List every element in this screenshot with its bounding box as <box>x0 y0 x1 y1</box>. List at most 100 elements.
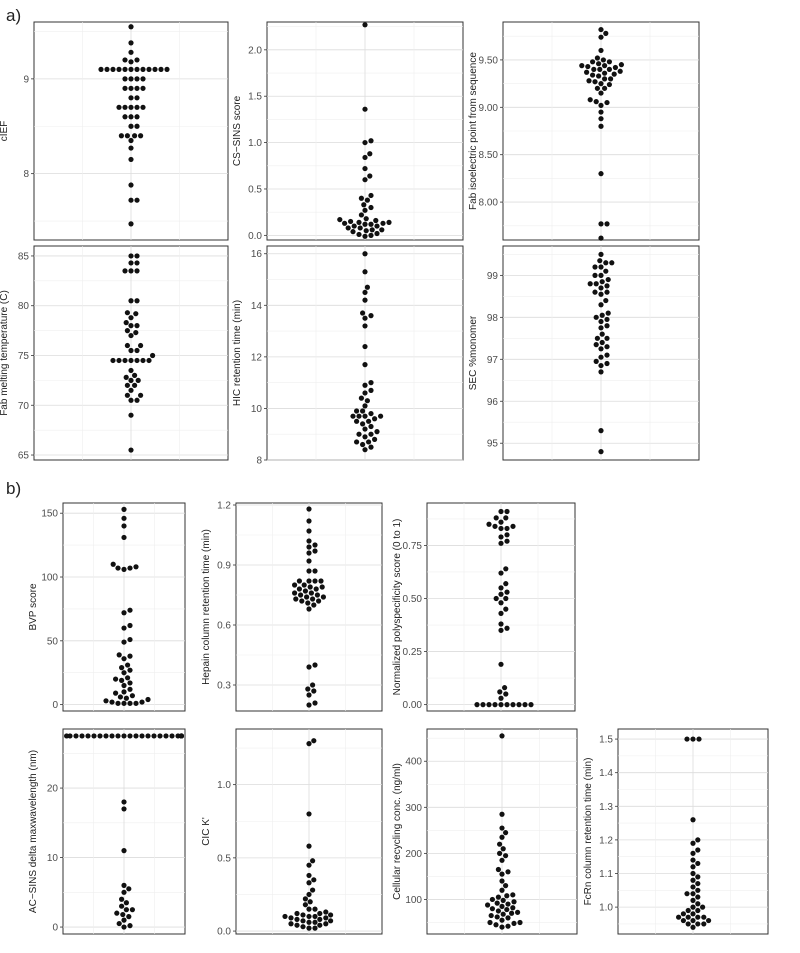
data-point <box>362 447 368 453</box>
chart-panel: 65 70 75 80 85 Fab melting temperature (C) <box>0 245 229 462</box>
data-point <box>121 700 127 706</box>
data-point <box>134 66 140 72</box>
data-point <box>593 314 599 320</box>
data-point <box>499 903 505 909</box>
y-tick-label: 10 <box>47 853 59 864</box>
data-point <box>123 907 129 913</box>
data-point <box>323 921 329 927</box>
data-point <box>127 700 133 706</box>
data-point <box>342 220 348 226</box>
y-axis-label: cIEF <box>0 121 10 142</box>
data-point <box>152 66 158 72</box>
y-tick-label: 9.00 <box>479 103 499 114</box>
data-point <box>362 289 368 296</box>
data-point <box>368 192 374 199</box>
data-point <box>497 841 503 847</box>
data-point <box>122 85 128 91</box>
data-point <box>127 923 133 929</box>
data-point <box>598 47 604 54</box>
data-point <box>362 165 368 172</box>
data-point <box>116 652 122 658</box>
data-point <box>146 66 152 72</box>
data-point <box>362 343 368 350</box>
data-point <box>312 542 318 548</box>
data-point <box>306 558 312 564</box>
data-point <box>380 220 386 226</box>
data-point <box>163 733 169 739</box>
data-point <box>121 889 127 895</box>
data-point <box>292 582 298 588</box>
data-point <box>605 276 611 283</box>
y-tick-label: 1.0 <box>248 138 262 149</box>
data-point <box>498 600 504 606</box>
data-point <box>360 441 366 448</box>
data-point <box>128 323 134 329</box>
data-point <box>374 230 380 237</box>
data-point <box>158 66 164 72</box>
data-point <box>499 825 505 831</box>
data-point <box>306 891 312 898</box>
data-point <box>306 538 312 544</box>
data-point <box>312 568 318 574</box>
data-point <box>350 413 356 419</box>
data-point <box>598 302 604 308</box>
data-point <box>121 639 127 645</box>
data-point <box>503 691 509 697</box>
data-point <box>115 565 121 571</box>
data-point <box>511 899 517 905</box>
data-point <box>306 925 312 931</box>
data-point <box>528 702 534 708</box>
data-point <box>306 843 312 849</box>
data-point <box>126 914 132 920</box>
data-point <box>119 903 125 909</box>
data-point <box>296 586 302 592</box>
data-point <box>598 318 604 325</box>
data-point <box>124 133 130 139</box>
data-point <box>128 59 134 65</box>
data-point <box>128 268 134 274</box>
data-point <box>516 702 522 708</box>
data-point <box>690 736 696 742</box>
data-point <box>690 924 696 930</box>
data-point <box>118 133 124 139</box>
data-point <box>676 914 682 920</box>
data-point <box>300 912 306 918</box>
data-point <box>354 408 360 414</box>
data-point <box>474 702 480 708</box>
data-point <box>618 62 625 68</box>
data-point <box>372 416 378 422</box>
chart-panel: 8 10 12 14 16 HIC retention time (min) <box>232 245 464 467</box>
data-point <box>134 95 140 101</box>
data-point <box>362 426 368 432</box>
data-point <box>362 177 368 183</box>
data-point <box>499 871 505 877</box>
data-point <box>312 662 318 668</box>
data-point <box>706 917 712 924</box>
data-point <box>312 919 318 925</box>
y-tick-label: 200 <box>405 849 422 860</box>
data-point <box>500 911 506 917</box>
data-point <box>690 870 696 877</box>
data-point <box>128 387 134 393</box>
chart-panel: 1.0 1.1 1.2 1.3 1.4 1.5 FcRn column retention … <box>583 728 769 935</box>
data-point <box>134 397 140 403</box>
data-point <box>103 733 109 739</box>
data-point <box>121 682 127 689</box>
y-tick-label: 1.5 <box>599 735 613 746</box>
y-tick-label: 16 <box>251 249 263 260</box>
data-point <box>124 342 130 349</box>
data-point <box>128 221 134 227</box>
data-point <box>488 912 494 919</box>
y-tick-label: 400 <box>405 757 422 768</box>
data-point <box>306 578 312 584</box>
y-tick-label: 1.2 <box>217 501 231 512</box>
data-point <box>603 297 609 304</box>
data-point <box>598 285 604 291</box>
data-point <box>351 223 357 229</box>
data-point <box>499 878 505 884</box>
data-point <box>597 66 603 72</box>
data-point <box>495 908 501 914</box>
data-point <box>597 258 603 264</box>
y-tick-label: 96 <box>487 397 499 408</box>
